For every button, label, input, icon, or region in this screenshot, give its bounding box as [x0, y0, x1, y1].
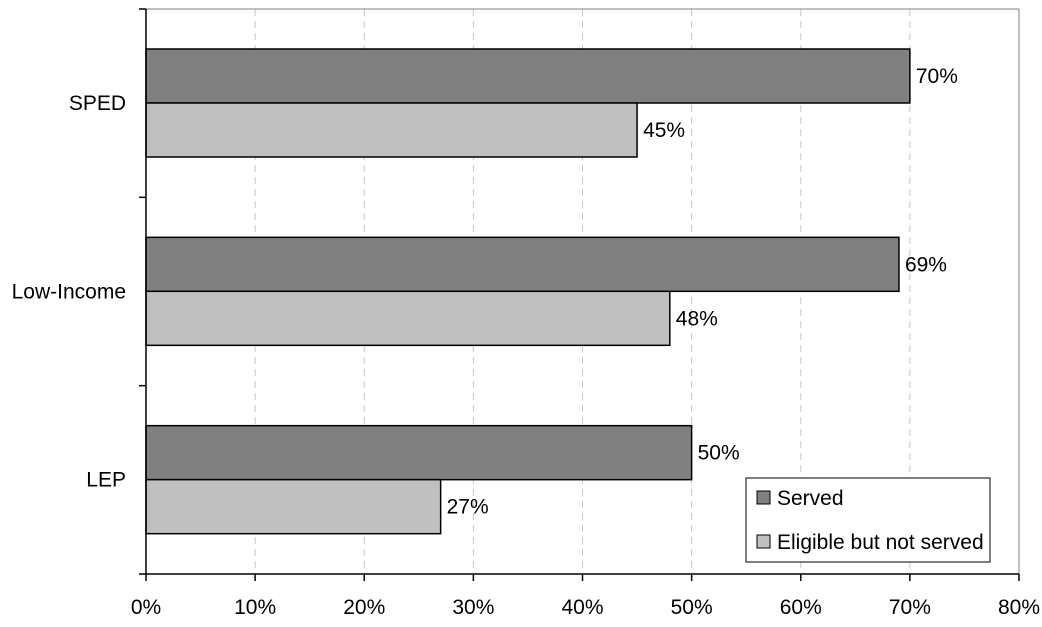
x-tick-label: 30%	[452, 596, 494, 619]
axes	[139, 8, 1020, 581]
legend-box	[745, 477, 991, 563]
bar-1-1	[145, 290, 671, 347]
data-label: 48%	[676, 307, 718, 330]
legend-label: Eligible but not served	[777, 531, 984, 554]
data-label: 45%	[643, 119, 685, 142]
x-tick-label: 60%	[780, 596, 822, 619]
bar-1-2	[145, 478, 442, 535]
data-label: 27%	[447, 496, 489, 519]
bar-1-0	[145, 102, 638, 158]
x-tick-label: 10%	[234, 596, 276, 619]
category-label: SPED	[69, 92, 126, 115]
x-tick-label: 20%	[343, 596, 385, 619]
data-label: 70%	[916, 65, 958, 88]
bar-0-0	[145, 48, 911, 104]
data-label: 69%	[905, 253, 947, 276]
x-tick-label: 80%	[998, 596, 1040, 619]
labels: 70% 45% SPED 69% 48% Low-Income 50% 27% LEP 0% 10%…	[12, 65, 1040, 619]
x-tick-label: 70%	[889, 596, 931, 619]
legend-label: Served	[777, 487, 844, 510]
x-tick-label: 50%	[671, 596, 713, 619]
x-tick-label: 40%	[561, 596, 603, 619]
category-label: LEP	[86, 469, 126, 492]
legend-swatch	[756, 534, 771, 549]
legend-swatch	[756, 490, 771, 505]
category-label: Low-Income	[12, 280, 126, 303]
legend: Served Eligible but not served	[745, 477, 991, 563]
data-label: 50%	[698, 442, 740, 465]
x-tick-label: 0%	[131, 596, 161, 619]
bars	[145, 48, 911, 535]
bar-0-1	[145, 236, 900, 293]
bar-0-2	[145, 424, 693, 481]
